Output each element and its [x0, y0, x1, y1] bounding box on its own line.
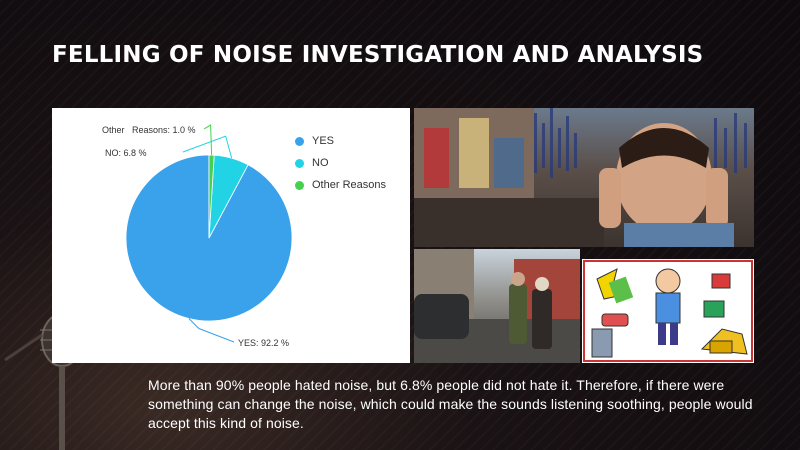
slide-title: FELLING OF NOISE INVESTIGATION AND ANALY… [52, 42, 704, 68]
legend-label-other-reasons: Other Reasons [312, 179, 386, 191]
legend-label-yes: YES [312, 135, 335, 147]
pie-chart-panel: YES: 92.2 % NO: 6.8 % Other Reasons: 1.0 %… [52, 108, 410, 363]
leader-line-no [182, 135, 233, 159]
chart-legend: YES NO Other Reasons [295, 130, 386, 196]
noise-sources-cartoon-illustration [582, 259, 754, 363]
data-label-yes: YES: 92.2 % [238, 338, 289, 348]
pie-slice-other-reasons [208, 154, 215, 239]
data-label-other-reasons: Other Reasons: 1.0 % [102, 125, 196, 135]
legend-item-other-reasons: Other Reasons [295, 174, 386, 196]
street-people-covering-ears-photo [414, 249, 580, 363]
leader-line-other-reasons [203, 124, 213, 156]
legend-label-no: NO [312, 157, 329, 169]
legend-swatch-other-reasons [295, 180, 304, 190]
legend-swatch-no [295, 158, 304, 168]
legend-item-no: NO [295, 152, 386, 174]
legend-swatch-yes [295, 136, 304, 146]
legend-item-yes: YES [295, 130, 386, 152]
noisy-street-man-covering-ears-photo [414, 108, 754, 247]
data-label-no: NO: 6.8 % [105, 148, 147, 158]
slide-caption: More than 90% people hated noise, but 6.… [148, 377, 753, 431]
leader-line-yes [188, 318, 235, 343]
pie-chart: YES: 92.2 % NO: 6.8 % Other Reasons: 1.0 % [102, 124, 293, 348]
